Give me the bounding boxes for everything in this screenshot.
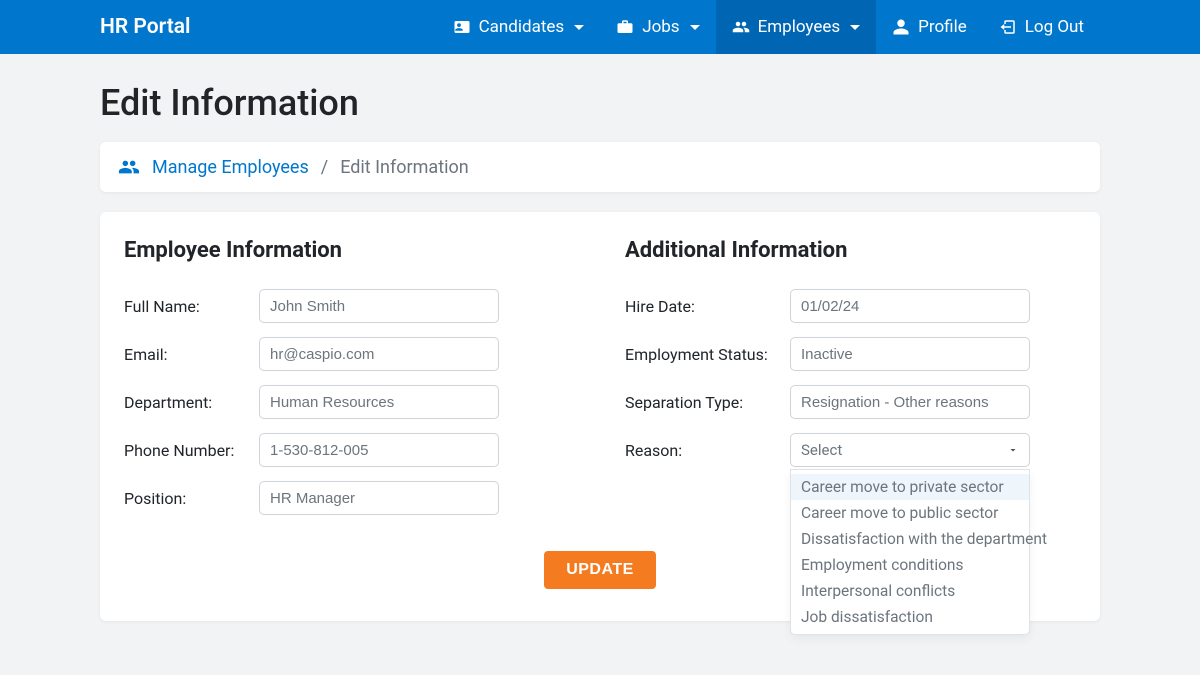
hire-date-input[interactable] [790,289,1030,323]
reason-option[interactable]: Dissatisfaction with the department [791,526,1029,552]
chevron-down-icon [1007,444,1019,456]
label-employment-status: Employment Status: [625,345,790,364]
reason-option[interactable]: Interpersonal conflicts [791,578,1029,604]
section-additional-info: Additional Information [625,238,1076,263]
nav-logout-label: Log Out [1025,17,1084,37]
nav-employees[interactable]: Employees [716,0,877,54]
id-card-icon [453,18,471,36]
brand-logo[interactable]: HR Portal [100,15,191,39]
label-position: Position: [124,489,259,508]
chevron-down-icon [850,25,860,30]
phone-input[interactable] [259,433,499,467]
chevron-down-icon [574,25,584,30]
breadcrumb-link-manage-employees[interactable]: Manage Employees [152,157,309,178]
nav-candidates-label: Candidates [479,17,565,37]
nav-logout[interactable]: Log Out [983,0,1100,54]
label-separation-type: Separation Type: [625,393,790,412]
department-input[interactable] [259,385,499,419]
users-icon [118,156,140,178]
navbar: HR Portal Candidates Jobs Employees Prof… [0,0,1200,54]
reason-select-value: Select [801,441,842,459]
label-phone: Phone Number: [124,441,259,460]
form-card: Employee Information Full Name: Email: D… [100,212,1100,621]
nav-profile-label: Profile [918,17,967,37]
reason-dropdown: Career move to private sector Career mov… [790,469,1030,635]
label-hire-date: Hire Date: [625,297,790,316]
chevron-down-icon [690,25,700,30]
logout-icon [999,18,1017,36]
nav-jobs-label: Jobs [642,17,679,37]
label-full-name: Full Name: [124,297,259,316]
nav-jobs[interactable]: Jobs [600,0,715,54]
nav-employees-label: Employees [758,17,841,37]
briefcase-icon [616,18,634,36]
separation-type-input[interactable] [790,385,1030,419]
reason-option[interactable]: Job dissatisfaction [791,604,1029,630]
reason-option[interactable]: Employment conditions [791,552,1029,578]
email-input[interactable] [259,337,499,371]
label-reason: Reason: [625,441,790,460]
section-employee-info: Employee Information [124,238,575,263]
breadcrumb-separator: / [321,157,328,178]
breadcrumb: Manage Employees / Edit Information [100,142,1100,192]
nav-candidates[interactable]: Candidates [437,0,601,54]
nav-profile[interactable]: Profile [876,0,983,54]
update-button[interactable]: UPDATE [544,551,656,589]
breadcrumb-current: Edit Information [340,157,468,178]
reason-option[interactable]: Career move to public sector [791,500,1029,526]
label-email: Email: [124,345,259,364]
users-icon [732,18,750,36]
label-department: Department: [124,393,259,412]
employment-status-input[interactable] [790,337,1030,371]
page-title: Edit Information [100,82,1100,124]
reason-select[interactable]: Select [790,433,1030,467]
user-icon [892,18,910,36]
position-input[interactable] [259,481,499,515]
reason-option[interactable]: Career move to private sector [791,474,1029,500]
full-name-input[interactable] [259,289,499,323]
